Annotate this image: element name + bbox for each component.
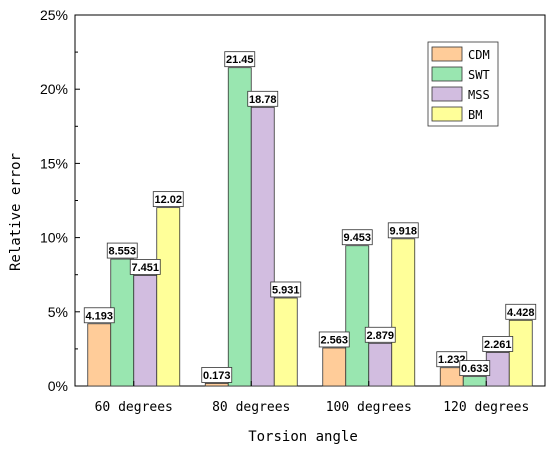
bar-cdm-2 [322, 347, 347, 387]
data-label-box [505, 303, 537, 320]
x-tick-label: 120 degrees [443, 400, 529, 415]
data-label-box [247, 90, 279, 107]
data-label-bm-0: 12.02 [154, 194, 182, 206]
data-label-box [201, 367, 233, 383]
legend-swatch-bm [431, 106, 463, 122]
bar-bm-1 [273, 297, 298, 387]
data-label-box [318, 331, 350, 348]
data-label-cdm-2: 2.563 [320, 334, 348, 346]
data-label-cdm-1: 0.173 [203, 370, 231, 382]
data-label-box [152, 191, 184, 208]
data-label-cdm-3: 1.232 [438, 354, 466, 366]
x-tick-label: 80 degrees [212, 400, 290, 415]
bar-swt-1 [227, 67, 252, 387]
data-label-box [364, 326, 396, 343]
data-label-box [129, 259, 161, 275]
legend-label-mss: MSS [468, 88, 490, 102]
data-label-swt-0: 8.553 [108, 246, 136, 258]
legend-label-swt: SWT [468, 68, 490, 82]
y-tick-label: 0% [48, 378, 68, 394]
y-tick-label: 25% [40, 7, 68, 23]
bar-cdm-1 [204, 383, 229, 387]
bars [87, 67, 533, 387]
legend-label-cdm: CDM [468, 48, 490, 62]
data-label-box [341, 229, 373, 246]
data-label-mss-0: 7.451 [131, 262, 159, 274]
data-label-bm-3: 4.428 [507, 307, 535, 319]
data-label-box [387, 222, 419, 239]
data-label-bm-2: 9.918 [389, 225, 417, 237]
data-label-mss-3: 2.261 [484, 339, 512, 351]
bar-bm-2 [391, 238, 416, 387]
data-label-box [436, 351, 468, 368]
y-tick-label: 10% [40, 230, 68, 246]
data-labels: 4.193 8.553 7.451 12.02 0.173 21.45 18.78 5.931… [83, 51, 537, 383]
data-label-box [106, 242, 138, 259]
x-axis-title: Torsion angle [248, 429, 358, 445]
y-tick-label: 5% [48, 304, 68, 320]
data-label-box [83, 307, 115, 324]
data-label-swt-2: 9.453 [343, 232, 371, 244]
bar-bm-3 [508, 319, 533, 387]
bar-mss-0 [133, 275, 158, 387]
data-label-mss-2: 2.879 [366, 330, 394, 342]
legend-label-bm: BM [468, 108, 482, 122]
data-label-mss-1: 18.78 [249, 94, 277, 106]
data-label-cdm-0: 4.193 [85, 310, 113, 322]
axes: 0% 5% 10% 15% 20% 25% 60 degrees 80 degrees 100 … [40, 7, 529, 415]
x-tick-label: 100 degrees [326, 400, 412, 415]
bar-bm-0 [156, 207, 181, 387]
data-label-swt-3: 0.633 [461, 363, 489, 375]
legend-swatch-mss [431, 86, 463, 102]
data-label-box [270, 281, 302, 298]
bar-cdm-0 [87, 323, 112, 387]
bar-swt-2 [345, 245, 370, 387]
data-label-swt-1: 21.45 [226, 54, 254, 66]
y-tick-label: 20% [40, 81, 68, 97]
legend-swatch-cdm [431, 46, 463, 62]
bar-mss-1 [250, 106, 275, 387]
x-tick-label: 60 degrees [95, 400, 173, 415]
data-label-box [224, 51, 256, 68]
data-label-box [482, 336, 514, 352]
bar-swt-3 [462, 376, 487, 387]
legend: CDM SWT MSS BM [427, 41, 499, 127]
y-tick-label: 15% [40, 155, 68, 171]
legend-swatch-swt [431, 66, 463, 82]
bar-mss-2 [368, 342, 393, 387]
y-axis-title: Relative error [8, 153, 24, 271]
data-label-bm-1: 5.931 [272, 284, 300, 296]
data-label-box [459, 360, 491, 377]
